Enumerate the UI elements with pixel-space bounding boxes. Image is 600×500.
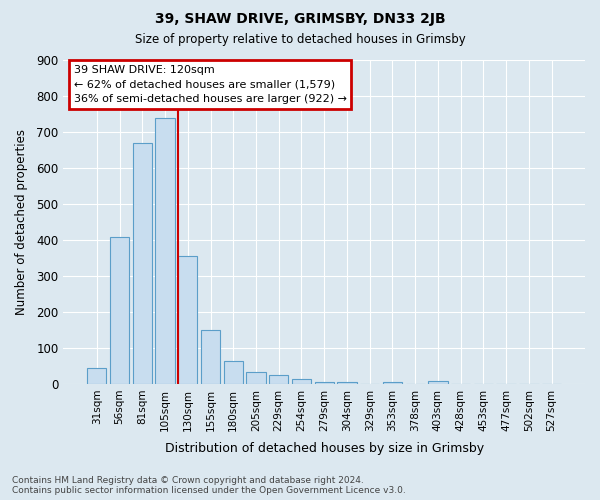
Bar: [110, 237, 129, 384]
Bar: [87, 368, 106, 384]
Bar: [269, 376, 289, 384]
Bar: [337, 382, 356, 384]
Y-axis label: Number of detached properties: Number of detached properties: [15, 129, 28, 315]
Text: 39 SHAW DRIVE: 120sqm
← 62% of detached houses are smaller (1,579)
36% of semi-d: 39 SHAW DRIVE: 120sqm ← 62% of detached …: [74, 65, 347, 104]
Bar: [133, 143, 152, 384]
Bar: [428, 381, 448, 384]
Text: 39, SHAW DRIVE, GRIMSBY, DN33 2JB: 39, SHAW DRIVE, GRIMSBY, DN33 2JB: [155, 12, 445, 26]
Bar: [155, 118, 175, 384]
Text: Contains HM Land Registry data © Crown copyright and database right 2024.
Contai: Contains HM Land Registry data © Crown c…: [12, 476, 406, 495]
Bar: [292, 379, 311, 384]
Bar: [314, 382, 334, 384]
Bar: [201, 330, 220, 384]
Bar: [178, 256, 197, 384]
Bar: [383, 382, 402, 384]
Bar: [224, 360, 243, 384]
Text: Size of property relative to detached houses in Grimsby: Size of property relative to detached ho…: [134, 32, 466, 46]
X-axis label: Distribution of detached houses by size in Grimsby: Distribution of detached houses by size …: [164, 442, 484, 455]
Bar: [247, 372, 266, 384]
